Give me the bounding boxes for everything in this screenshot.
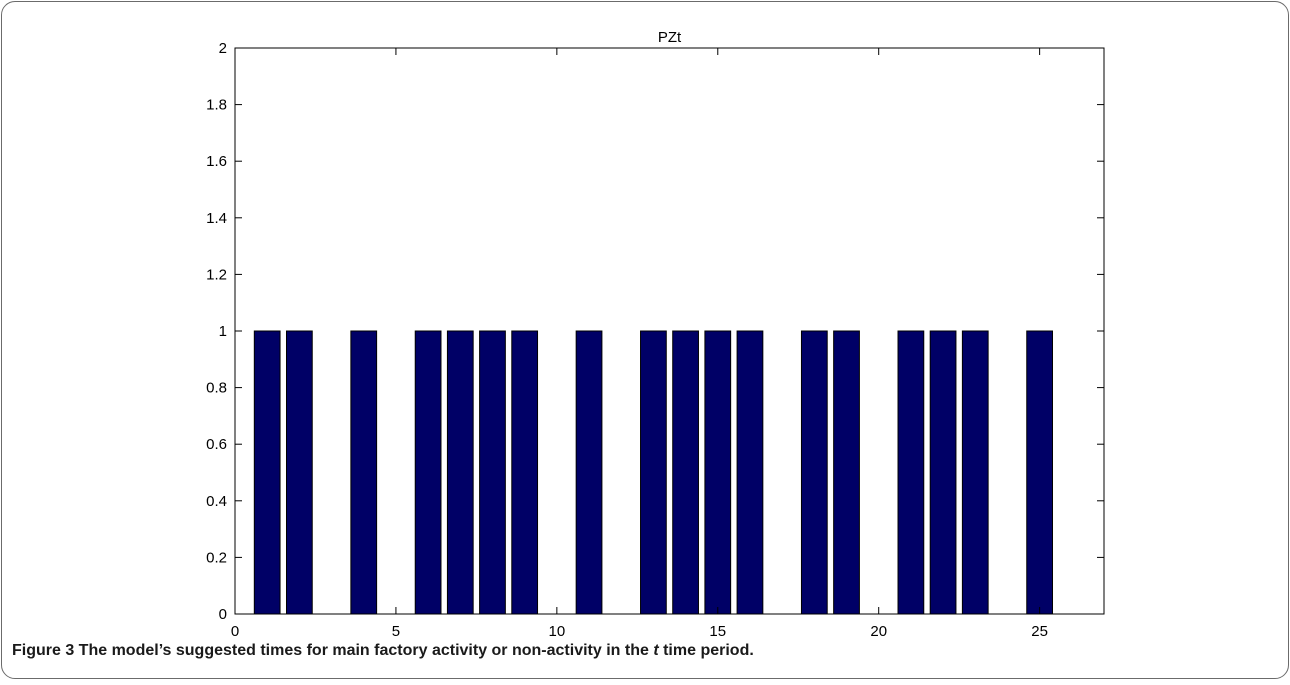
- bar-13: [640, 330, 667, 615]
- y-tick-label: 1.2: [206, 266, 227, 283]
- y-tick-label: 0: [219, 606, 227, 623]
- x-tick-label: 25: [1031, 623, 1048, 640]
- x-tick-label: 5: [392, 623, 400, 640]
- caption-text-before: The model’s suggested times for main fac…: [74, 642, 654, 659]
- bar-2: [285, 330, 313, 615]
- x-tick-label: 15: [709, 623, 726, 640]
- bar-23: [961, 330, 989, 615]
- caption-text-after: time period.: [658, 642, 754, 659]
- x-tick-label: 0: [231, 623, 239, 640]
- bar-16: [736, 330, 764, 615]
- bar-21: [897, 330, 925, 615]
- x-tick-label: 20: [870, 623, 887, 640]
- y-tick-label: 2: [219, 40, 227, 57]
- y-tick-label: 1.8: [206, 97, 227, 114]
- bar-8: [479, 330, 506, 615]
- y-tick-label: 0.2: [206, 549, 227, 566]
- bar-14: [672, 330, 699, 615]
- caption-italic-t: t: [653, 642, 659, 659]
- y-tick-label: 0.6: [206, 436, 227, 453]
- y-tick-label: 0.8: [206, 380, 227, 397]
- y-tick-label: 1.4: [206, 210, 227, 227]
- caption-label: Figure 3: [12, 642, 75, 659]
- y-tick-label: 1.6: [206, 153, 227, 170]
- plot-background: [234, 47, 1105, 615]
- bar-9: [511, 330, 539, 615]
- chart-title: PZt: [658, 29, 682, 46]
- bars-group: [253, 330, 1054, 615]
- bar-7: [446, 330, 474, 615]
- bar-1: [253, 330, 281, 615]
- bar-11: [575, 330, 603, 615]
- bar-22: [929, 330, 957, 615]
- bar-15: [704, 330, 732, 615]
- figure-caption: Figure 3 The model’s suggested times for…: [12, 642, 1272, 660]
- y-tick-label: 0.4: [206, 493, 227, 510]
- y-axis-ticks: 0 0.2 0.4 0.6 0.8 1 1.2 1.4 1.6 1.8 2: [206, 40, 1104, 623]
- y-tick-label: 1: [219, 323, 227, 340]
- bar-6: [414, 330, 442, 615]
- x-tick-label: 10: [549, 623, 566, 640]
- bar-4: [350, 330, 378, 615]
- x-axis-ticks: 0 5 10 15 20 25: [231, 48, 1048, 640]
- bar-18: [800, 330, 828, 615]
- bar-25: [1026, 330, 1054, 615]
- bar-19: [833, 330, 860, 615]
